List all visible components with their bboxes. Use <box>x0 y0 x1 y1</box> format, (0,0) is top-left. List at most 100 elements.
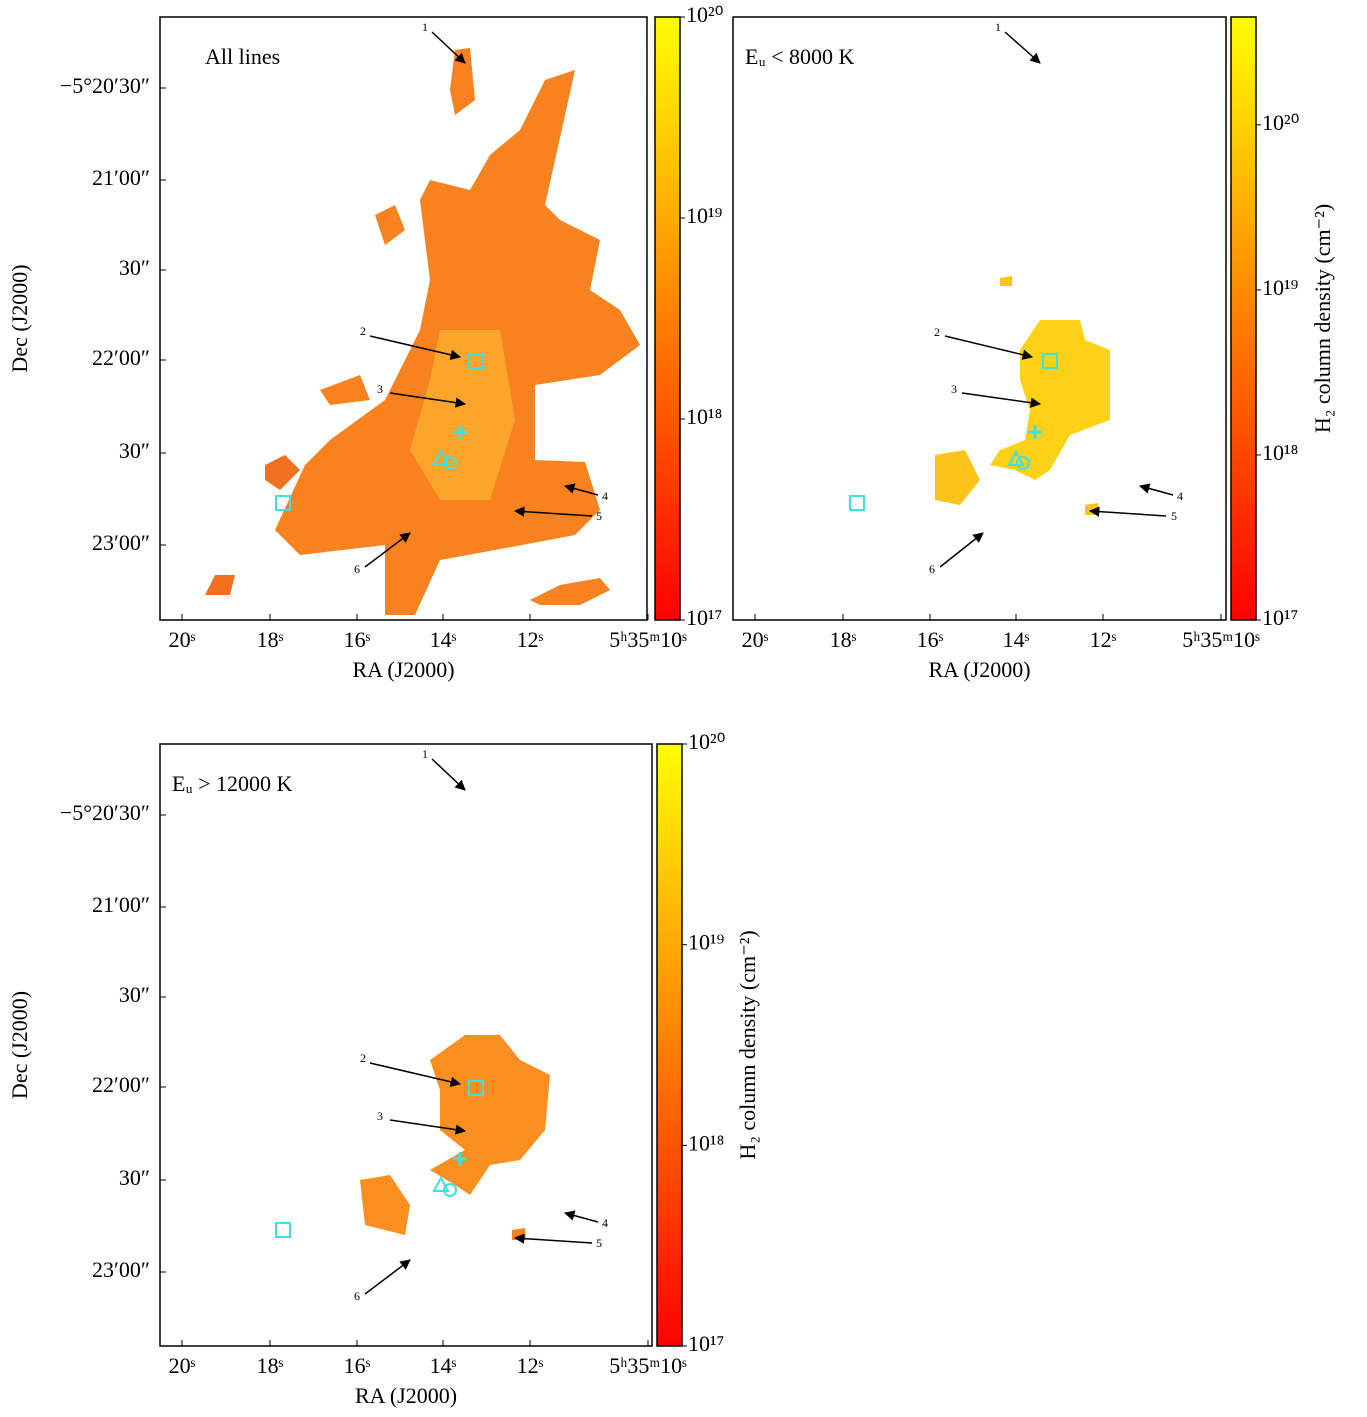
x-tick-label: 12ˢ <box>1090 627 1117 652</box>
arrow-label: 5 <box>1171 509 1177 523</box>
colorbar-tick-label: 10²⁰ <box>688 729 726 754</box>
arrow <box>513 506 593 517</box>
y-tick-label: −5°20′30″ <box>60 73 150 98</box>
arrow <box>1004 31 1041 64</box>
arrow <box>431 758 466 791</box>
marker-square <box>275 1222 291 1238</box>
arrow <box>961 392 1042 408</box>
arrow-label: 3 <box>377 1109 383 1123</box>
colorbar-tick-label: 10¹⁷ <box>688 1331 724 1356</box>
map-frame <box>159 743 653 1347</box>
emission-region <box>410 330 515 500</box>
arrow-label: 2 <box>360 324 366 338</box>
x-tick-label: 5ʰ35ᵐ10ˢ <box>609 1353 687 1378</box>
arrow-label: 5 <box>596 1236 602 1250</box>
arrow-label: 1 <box>422 20 428 34</box>
emission-region <box>450 48 475 115</box>
marker-square <box>468 1080 484 1096</box>
x-tick-label: 20ˢ <box>742 627 769 652</box>
marker-circle <box>443 456 457 470</box>
y-tick-label: 30″ <box>119 982 150 1007</box>
arrow-label: 3 <box>951 382 957 396</box>
emission-region <box>1085 503 1098 515</box>
arrow <box>1088 506 1167 517</box>
arrow <box>939 532 984 568</box>
x-axis-label: RA (J2000) <box>928 657 1030 682</box>
emission-region <box>320 375 370 405</box>
y-tick-label: 21′00″ <box>92 165 150 190</box>
arrow-label: 4 <box>602 1216 608 1230</box>
x-axis-label: RA (J2000) <box>352 657 454 682</box>
x-tick-label: 14ˢ <box>430 1353 457 1378</box>
y-tick-label: 30″ <box>119 1165 150 1190</box>
colorbar-tick-label: 10¹⁸ <box>1262 440 1298 465</box>
colorbar-tick-label: 10¹⁹ <box>686 203 723 228</box>
y-axis-label: Dec (J2000) <box>7 264 32 372</box>
colorbar <box>1230 16 1257 621</box>
emission-region <box>375 205 405 245</box>
marker-circle <box>1016 456 1030 470</box>
arrow-label: 2 <box>360 1051 366 1065</box>
marker-triangle <box>432 448 450 465</box>
x-tick-label: 20ˢ <box>169 1353 196 1378</box>
colorbar-tick-label: 10¹⁸ <box>686 404 722 429</box>
panel-annotation: Eᵤ < 8000 K <box>745 44 855 69</box>
arrow <box>364 532 411 568</box>
map-frame <box>732 16 1227 621</box>
x-tick-label: 16ˢ <box>344 627 371 652</box>
marker-plus <box>1028 425 1042 439</box>
arrow <box>1138 483 1174 496</box>
y-tick-label: 30″ <box>119 255 150 280</box>
y-tick-label: 22′00″ <box>92 345 150 370</box>
emission-region <box>1000 276 1012 286</box>
arrow <box>389 392 467 408</box>
arrow-label: 6 <box>929 562 935 576</box>
y-tick-label: 30″ <box>119 438 150 463</box>
arrow <box>513 1233 593 1244</box>
arrow-label: 4 <box>602 489 608 503</box>
x-tick-label: 14ˢ <box>430 627 457 652</box>
colorbar-tick-label: 10¹⁸ <box>688 1130 724 1155</box>
y-tick-label: 21′00″ <box>92 892 150 917</box>
x-tick-label: 12ˢ <box>517 1353 544 1378</box>
y-tick-label: 23′00″ <box>92 1257 150 1282</box>
marker-plus <box>453 425 467 439</box>
arrow-label: 5 <box>596 509 602 523</box>
x-tick-label: 5ʰ35ᵐ10ˢ <box>609 627 687 652</box>
arrow-label: 1 <box>995 20 1001 34</box>
colorbar-tick-label: 10¹⁷ <box>1262 605 1298 630</box>
panel-annotation: All lines <box>205 44 280 69</box>
map-frame <box>159 16 648 621</box>
arrow-label: 6 <box>354 1289 360 1303</box>
colorbar <box>654 16 681 621</box>
emission-region <box>935 450 980 505</box>
arrow-label: 4 <box>1177 489 1183 503</box>
marker-square <box>468 353 484 369</box>
x-tick-label: 5ʰ35ᵐ10ˢ <box>1182 627 1260 652</box>
arrow-label: 6 <box>354 562 360 576</box>
arrow-label: 3 <box>377 382 383 396</box>
x-axis-label: RA (J2000) <box>355 1383 457 1408</box>
colorbar-tick-label: 10¹⁹ <box>1262 275 1299 300</box>
arrow <box>944 335 1034 360</box>
panel-annotation: Eᵤ > 12000 K <box>172 771 293 796</box>
colorbar <box>656 743 683 1347</box>
x-tick-label: 20ˢ <box>169 627 196 652</box>
colorbar-tick-label: 10²⁰ <box>686 2 724 27</box>
marker-square <box>275 495 291 511</box>
arrow <box>389 1119 467 1135</box>
emission-region <box>360 1175 410 1235</box>
colorbar-tick-label: 10¹⁹ <box>688 930 725 955</box>
marker-triangle <box>432 1175 450 1192</box>
y-tick-label: 22′00″ <box>92 1072 150 1097</box>
emission-region <box>990 320 1110 480</box>
emission-region <box>530 578 610 605</box>
arrow-label: 2 <box>934 325 940 339</box>
x-tick-label: 14ˢ <box>1003 627 1030 652</box>
x-tick-label: 18ˢ <box>257 627 284 652</box>
colorbar-tick-label: 10²⁰ <box>1262 110 1300 135</box>
arrow <box>431 31 466 64</box>
emission-region <box>205 575 235 595</box>
marker-circle <box>443 1183 457 1197</box>
